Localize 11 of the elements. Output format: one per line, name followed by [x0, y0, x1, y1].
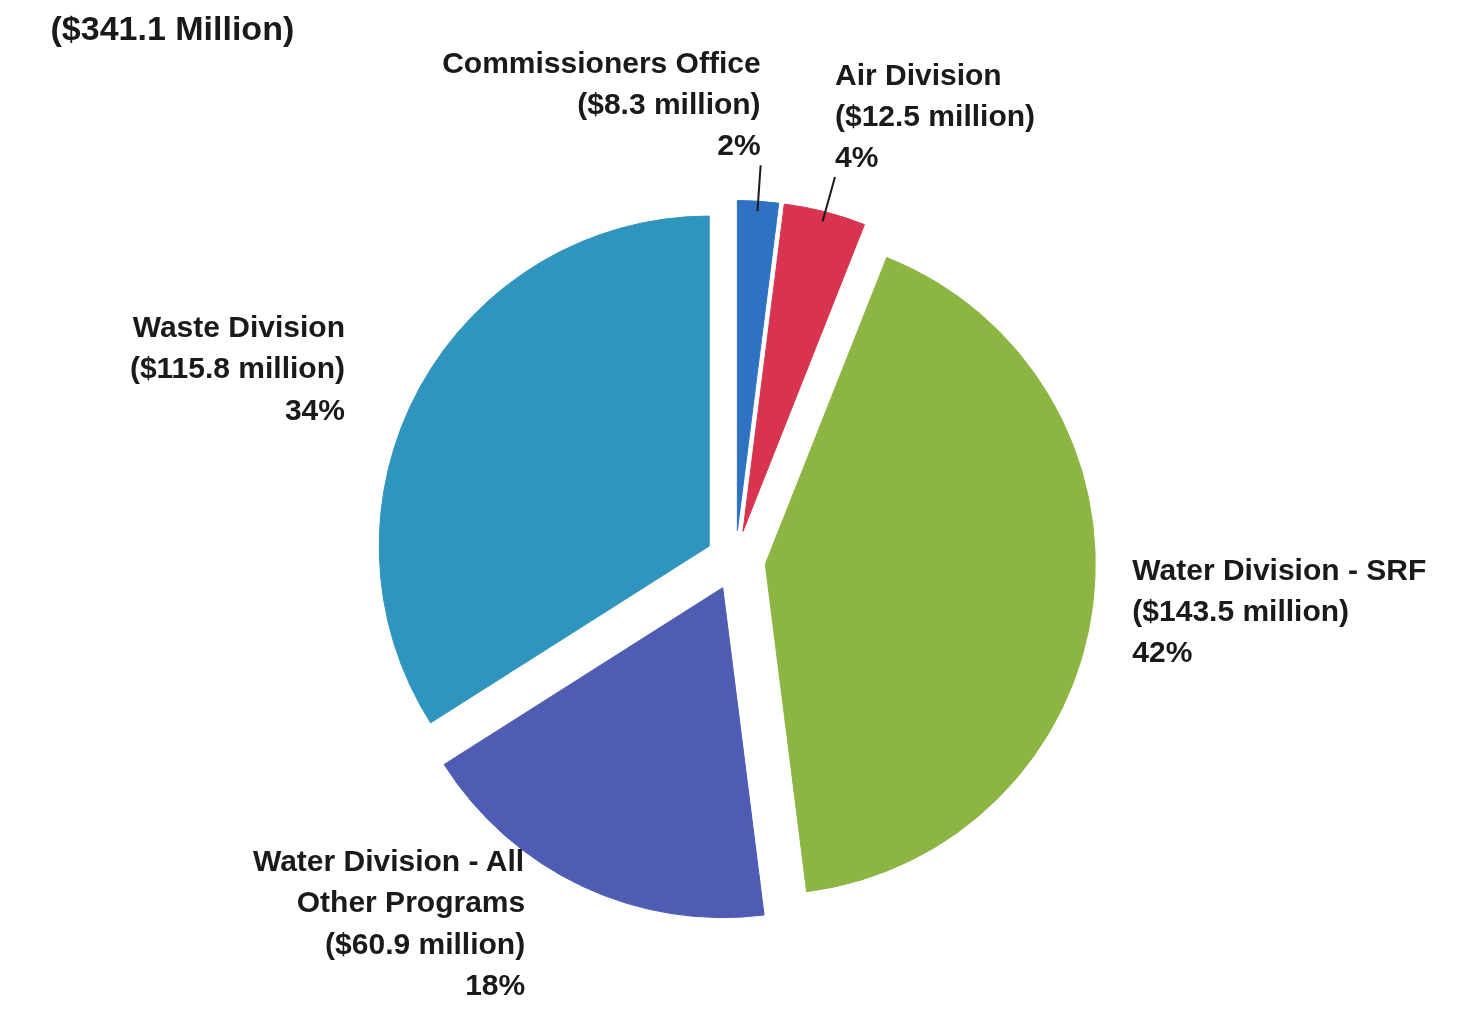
slice-label: Commissioners Office ($8.3 million) — [442, 45, 761, 121]
data-label: 4% — [834, 140, 879, 174]
slice-label: Water Division - SRF ($143.5 million) — [1132, 552, 1427, 628]
data-label: 34% — [284, 392, 345, 426]
data-label: 18% — [465, 967, 526, 1001]
slice-label: Waste Division ($115.8 million) — [129, 310, 345, 385]
slice-label: Air Division ($12.5 million) — [834, 57, 1036, 132]
data-label: 2% — [717, 128, 761, 162]
slice-label: Water Division - All Other Programs ($60.9 million) — [252, 844, 526, 960]
chart-title: ($341.1 Million) — [50, 8, 295, 47]
data-label: 42% — [1132, 635, 1193, 669]
